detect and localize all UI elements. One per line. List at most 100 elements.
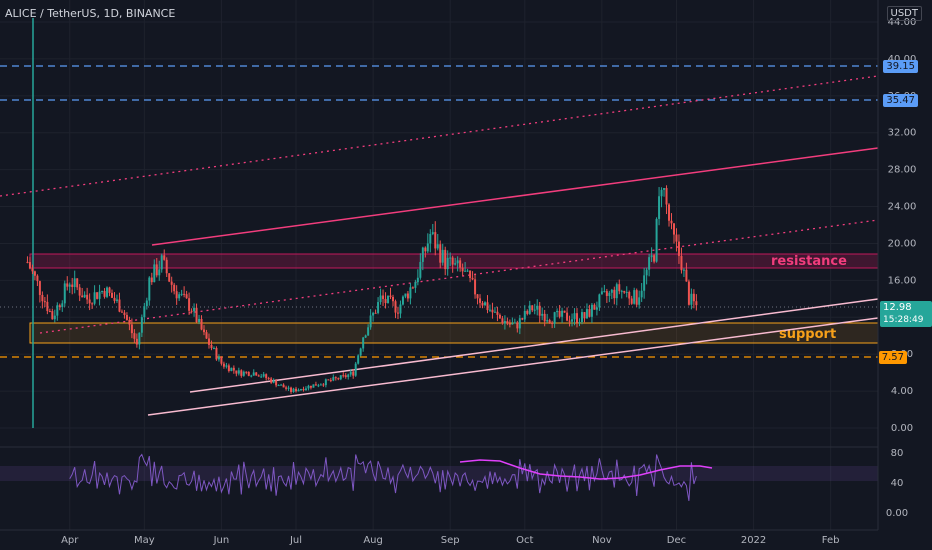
candle-body xyxy=(173,284,176,292)
candle-body xyxy=(576,313,579,323)
candle-body xyxy=(655,218,658,262)
candles xyxy=(26,185,698,394)
candle-body xyxy=(51,311,54,320)
candle-body xyxy=(486,302,489,311)
candle-body xyxy=(620,290,623,292)
candle-body xyxy=(195,307,198,323)
candle-body xyxy=(451,257,454,265)
candle-body xyxy=(125,315,128,320)
candle-body xyxy=(630,298,633,304)
currency-label[interactable]: USDT xyxy=(886,6,922,21)
candle-body xyxy=(155,264,158,276)
candle-body xyxy=(71,284,74,287)
candle-body xyxy=(580,312,583,322)
candle-body xyxy=(96,292,99,299)
candle-body xyxy=(404,293,407,297)
rsi-tick-1: 40 xyxy=(891,478,904,489)
x-tick-2: Jun xyxy=(213,535,230,546)
candle-body xyxy=(307,385,310,389)
candle-body xyxy=(260,376,263,378)
candle-body xyxy=(454,263,457,265)
candle-body xyxy=(48,311,51,313)
symbol-legend[interactable]: ALICE / TetherUS, 1D, BINANCE xyxy=(5,7,176,20)
candle-body xyxy=(217,356,220,360)
candle-body xyxy=(401,296,404,305)
candle-body xyxy=(521,318,524,320)
candle-body xyxy=(618,284,621,292)
candle-body xyxy=(695,301,698,306)
candle-body xyxy=(568,320,571,322)
candle-body xyxy=(339,375,342,380)
candle-body xyxy=(277,385,280,387)
candle-body xyxy=(590,304,593,317)
candle-body xyxy=(680,255,683,271)
y-tick-4: 28.00 xyxy=(888,165,917,176)
candle-body xyxy=(672,223,675,235)
candle-body xyxy=(222,363,225,367)
candle-body xyxy=(257,375,260,377)
candle-body xyxy=(332,377,335,381)
candle-body xyxy=(190,310,193,312)
candle-body xyxy=(650,255,653,258)
candle-body xyxy=(391,296,394,302)
candle-body xyxy=(682,269,685,271)
candle-body xyxy=(130,324,133,334)
candle-body xyxy=(685,269,688,282)
candle-body xyxy=(660,189,663,197)
candle-body xyxy=(643,275,646,291)
candle-body xyxy=(469,270,472,278)
candle-body xyxy=(628,292,631,299)
candle-body xyxy=(31,268,34,272)
candle-body xyxy=(113,297,116,301)
candle-body xyxy=(312,384,315,388)
candle-body xyxy=(444,249,447,270)
countdown-timer: 15:28:49 xyxy=(883,315,924,325)
candle-body xyxy=(170,281,173,285)
candle-body xyxy=(267,378,270,380)
rsi-pane xyxy=(0,446,878,501)
candle-body xyxy=(605,291,608,296)
candle-body xyxy=(441,249,444,263)
candle-body xyxy=(476,294,479,299)
x-tick-10: Feb xyxy=(822,535,840,546)
rising-support-line-2 xyxy=(147,317,879,416)
rsi-axis: 80 40 0.00 xyxy=(886,448,908,519)
candle-body xyxy=(481,302,484,306)
support-zone xyxy=(29,322,879,344)
channel-top-line xyxy=(151,147,879,246)
candle-body xyxy=(103,291,106,297)
candle-body xyxy=(314,384,317,386)
candle-body xyxy=(362,337,365,349)
candle-body xyxy=(566,312,569,321)
candle-body xyxy=(46,301,49,312)
candle-body xyxy=(588,309,591,317)
candle-body xyxy=(359,348,362,356)
level-badge-2: 35.47 xyxy=(883,94,918,107)
candle-body xyxy=(205,332,208,339)
x-tick-9: 2022 xyxy=(741,535,766,546)
candle-body xyxy=(556,310,559,313)
candle-body xyxy=(73,278,76,287)
y-tick-7: 16.00 xyxy=(888,275,917,286)
candle-body xyxy=(548,320,551,323)
candle-body xyxy=(377,302,380,313)
last-price-value: 12.98 xyxy=(883,302,912,313)
candle-body xyxy=(461,267,464,272)
candle-body xyxy=(498,314,501,319)
candle-body xyxy=(138,332,141,345)
candle-body xyxy=(28,262,31,269)
candle-body xyxy=(227,365,230,372)
candle-body xyxy=(503,321,506,324)
candle-body xyxy=(135,338,138,345)
candle-body xyxy=(295,388,298,392)
candle-body xyxy=(653,255,656,262)
candle-body xyxy=(235,370,238,374)
candle-body xyxy=(523,310,526,320)
outer-top-line xyxy=(0,75,879,197)
candle-body xyxy=(670,220,673,224)
candle-body xyxy=(491,309,494,313)
candle-body xyxy=(275,380,278,386)
support-label: support xyxy=(779,327,836,342)
x-tick-4: Aug xyxy=(363,535,383,546)
